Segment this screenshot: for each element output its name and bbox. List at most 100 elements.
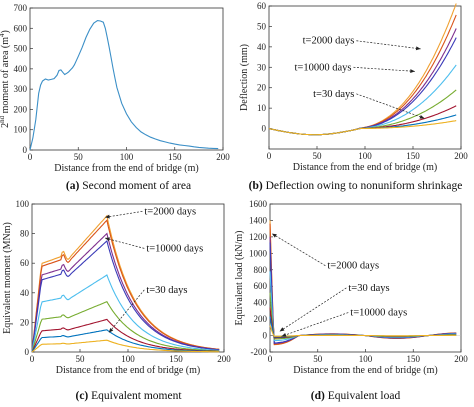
series-line: [268, 120, 457, 136]
series-line: [268, 28, 457, 136]
annotation-arrowhead: [271, 233, 277, 238]
annotation-arrowhead: [281, 332, 287, 337]
x-tick-label: 100: [120, 152, 134, 162]
annotation-arrow: [279, 287, 347, 332]
caption-a: (a) Second moment of area: [20, 180, 237, 192]
x-tick-label: 50: [74, 152, 84, 162]
y-tick-label: 1400: [249, 215, 268, 225]
x-tick-label: 200: [454, 354, 468, 364]
y-axis-label: Equivalent moment (MNm): [2, 222, 13, 334]
plot-frame: [269, 203, 462, 353]
y-tick-label: 300: [14, 84, 28, 94]
annotation-arrowhead: [415, 46, 421, 51]
x-tick-label: 150: [169, 354, 183, 364]
x-tick-label: 0: [268, 354, 273, 364]
x-axis-label: Distance from the end of bridge (m): [54, 163, 198, 174]
y-tick-label: 20: [20, 317, 30, 327]
y-tick-label: 200: [254, 314, 268, 324]
y-tick-label: 1200: [249, 232, 268, 242]
y-tick-label: 40: [20, 288, 30, 298]
y-tick-label: 400: [254, 298, 268, 308]
x-axis-label: Distance from the end of bridge (m): [56, 365, 200, 376]
annotation-arrow: [356, 40, 421, 50]
y-tick-label: 0: [23, 145, 28, 155]
series-line: [269, 325, 457, 337]
x-tick-label: 100: [359, 354, 373, 364]
chart-panel-c: 0 50 100 150 200 0 20 40 60 80 100 Distance from th…: [0, 196, 237, 390]
x-tick-label: 100: [121, 354, 135, 364]
y-axis-label: 2nd moment of area (m4): [0, 30, 11, 128]
x-tick-label: 200: [217, 354, 231, 364]
chart-panel-a: 0 50 100 150 200 0 100 200 300 400 500 600 700 Distan…: [0, 0, 237, 180]
annotation-label: t=30 days: [146, 285, 187, 296]
annotation-arrowhead: [104, 214, 110, 219]
y-tick-label: 40: [257, 42, 267, 52]
chart-panel-b: 0 50 100 150 200 0 10 20 30 40 50 60 Distance from t…: [237, 0, 474, 180]
y-tick-label: 1600: [249, 199, 268, 209]
annotation-arrowhead: [410, 69, 415, 74]
chart-b-svg: 0 50 100 150 200 0 10 20 30 40 50 60 Distance from t…: [239, 1, 468, 173]
caption-b: (b) Deflection owing to nonuniform shrin…: [237, 180, 474, 192]
chart-a-svg: 0 50 100 150 200 0 100 200 300 400 500 600 700 Distan…: [0, 3, 230, 174]
series-line: [31, 329, 220, 353]
annotation-label: t=30 days: [348, 283, 389, 294]
y-tick-label: 10: [257, 103, 267, 113]
chart-d-svg: 0 50 100 150 200-200020040060080010001200140…: [234, 199, 468, 376]
caption-a-letter: (a): [65, 180, 80, 192]
x-tick-label: 0: [28, 152, 33, 162]
x-tick-label: 200: [454, 151, 468, 161]
annotation-arrowhead: [419, 114, 425, 119]
y-tick-label: 1000: [249, 248, 268, 258]
annotation-label: t=2000 days: [303, 36, 355, 47]
y-tick-label: 0: [263, 331, 268, 341]
x-tick-label: 100: [358, 151, 372, 161]
y-tick-label: 700: [14, 3, 28, 13]
y-tick-label: 20: [257, 83, 267, 93]
annotation-arrow: [271, 233, 326, 266]
series-line: [268, 14, 457, 136]
annotation-label: t=10000 days: [350, 308, 407, 319]
annotation-label: t=10000 days: [295, 62, 352, 73]
x-tick-label: 200: [216, 152, 230, 162]
x-tick-label: 50: [313, 151, 323, 161]
annotation-label: t=30 days: [313, 89, 354, 100]
series-line: [31, 301, 220, 353]
caption-c: (c) Equivalent moment: [20, 390, 237, 402]
annotation-arrowhead: [108, 327, 114, 333]
y-tick-label: 60: [257, 1, 267, 11]
y-tick-label: -200: [251, 347, 268, 357]
caption-d: (d) Equivalent load: [237, 390, 474, 402]
caption-b-text: Deflection owing to nonuniform shrinkage: [262, 180, 463, 192]
y-axis-label: Deflection (mm): [239, 44, 250, 111]
annotation-label: t=2000 days: [144, 206, 196, 217]
caption-a-text: Second moment of area: [79, 180, 192, 192]
x-tick-label: 150: [406, 151, 420, 161]
series-line: [31, 318, 220, 353]
caption-c-text: Equivalent moment: [88, 390, 182, 402]
annotation-arrow: [108, 289, 145, 333]
caption-b-letter: (b): [248, 180, 263, 192]
y-tick-label: 0: [262, 124, 267, 134]
annotation-arrowhead: [104, 237, 110, 242]
chart-panel-d: 0 50 100 150 200 -200 0 200 400 600 800 1000 1200 140…: [234, 196, 474, 390]
x-tick-label: 150: [168, 152, 182, 162]
annotation-label: t=10000 days: [146, 243, 203, 254]
series-line: [29, 20, 219, 151]
x-tick-label: 50: [76, 354, 86, 364]
y-tick-label: 500: [14, 44, 28, 54]
caption-c-letter: (c): [75, 390, 89, 402]
y-tick-label: 100: [14, 125, 28, 135]
x-tick-label: 50: [313, 354, 323, 364]
y-tick-label: 600: [14, 23, 28, 33]
series-line: [31, 219, 220, 353]
x-axis-label: Distance from the end of bridge (m): [293, 162, 437, 173]
annotation-label: t=2000 days: [327, 261, 379, 272]
caption-d-letter: (d): [310, 390, 325, 402]
series-line: [31, 240, 220, 353]
y-axis-label: Equivalent load (kN/m): [234, 231, 245, 326]
annotation-arrow: [281, 312, 349, 337]
x-tick-label: 150: [407, 354, 421, 364]
annotation-arrow: [104, 211, 143, 218]
series-line: [31, 339, 220, 353]
